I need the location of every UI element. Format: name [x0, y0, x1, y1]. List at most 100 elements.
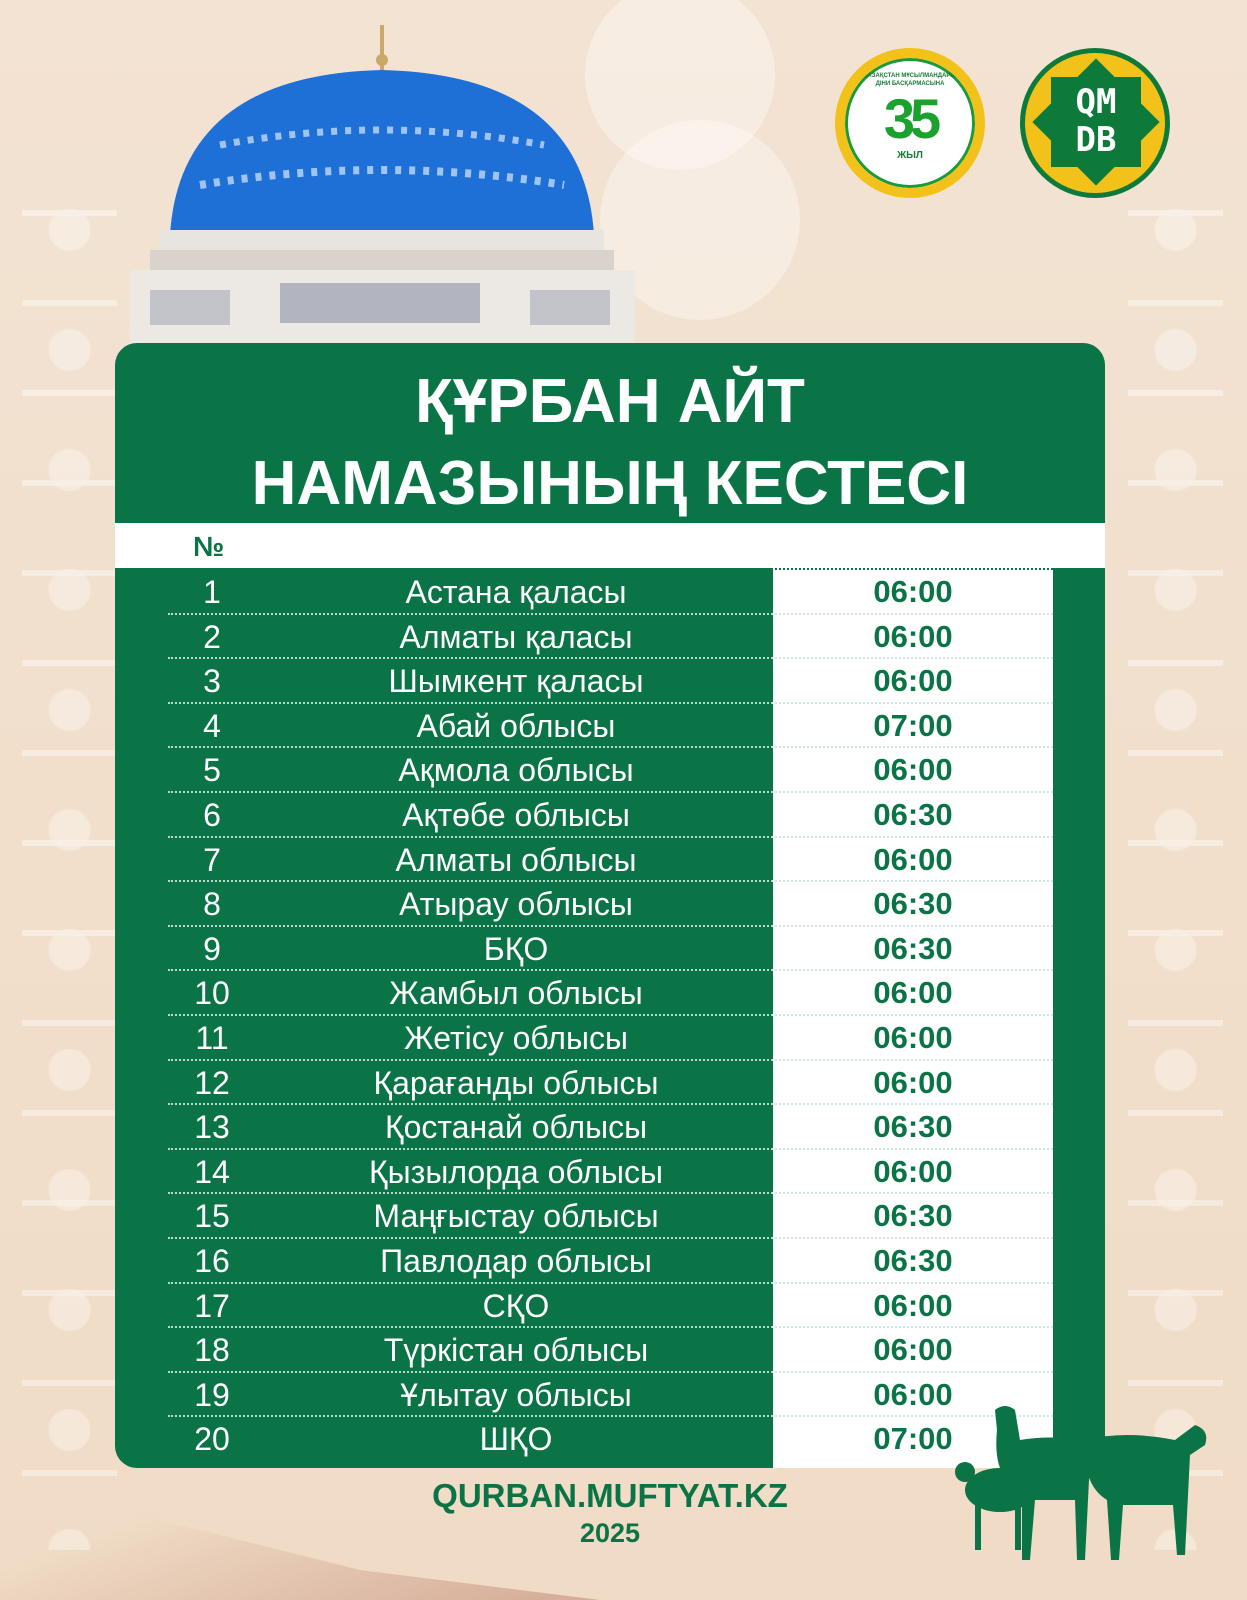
prayer-time: 06:00 [873, 1019, 953, 1055]
prayer-time: 06:00 [873, 1153, 953, 1189]
table-row: 15 Маңғыстау облысы 06:30 [168, 1192, 1053, 1237]
table-row: 14 Қызылорда облысы 06:00 [168, 1147, 1053, 1193]
background-glow [585, 0, 775, 170]
logo-number: 35 [883, 87, 941, 150]
header-number: № [193, 531, 225, 562]
region-name: СҚО [482, 1287, 550, 1324]
qmdb-logo-text: QM DB [1075, 82, 1117, 160]
region-name: Алматы облысы [395, 841, 637, 878]
row-number: 7 [203, 841, 221, 878]
prayer-time: 06:30 [873, 796, 953, 832]
table-row: 1 Астана қаласы 06:00 [168, 568, 1053, 613]
table-row: 13 Қостанай облысы 06:30 [168, 1103, 1053, 1148]
table-row: 5 Ақмола облысы 06:00 [168, 746, 1053, 791]
region-name: Жетісу облысы [404, 1019, 628, 1056]
row-number: 2 [203, 618, 221, 655]
table-row: 16 Павлодар облысы 06:30 [168, 1236, 1053, 1282]
table-row: 18 Түркістан облысы 06:00 [168, 1326, 1053, 1371]
row-number: 5 [203, 752, 221, 789]
row-number: 16 [194, 1242, 230, 1279]
region-name: Ақмола облысы [398, 752, 634, 789]
region-name: Қызылорда облысы [369, 1153, 663, 1190]
prayer-time: 06:30 [873, 1109, 953, 1145]
sacrificial-animals-icon [955, 1406, 1207, 1560]
row-number: 20 [194, 1421, 230, 1458]
table-row: 4 Абай облысы 07:00 [168, 701, 1053, 747]
table-row: 19 Ұлытау облысы 06:00 [168, 1370, 1053, 1416]
website-link[interactable]: QURBAN.MUFTYAT.KZ [432, 1477, 788, 1514]
table-row: 12 Қарағанды облысы 06:00 [168, 1058, 1053, 1104]
title-line-1: ҚҰРБАН АЙТ [415, 367, 805, 436]
region-name: ШҚО [479, 1421, 553, 1458]
table-row: 7 Алматы облысы 06:00 [168, 835, 1053, 881]
table-header: № [115, 523, 1105, 568]
row-number: 15 [194, 1198, 230, 1235]
prayer-time: 06:00 [873, 752, 953, 788]
table-row: 3 Шымкент қаласы 06:00 [168, 657, 1053, 702]
row-number: 12 [194, 1064, 230, 1101]
row-number: 8 [203, 886, 221, 923]
region-name: Шымкент қаласы [388, 663, 644, 700]
row-number: 3 [203, 663, 221, 700]
region-name: Атырау облысы [399, 886, 633, 923]
prayer-time: 06:00 [873, 1287, 953, 1323]
prayer-time: 06:30 [873, 886, 953, 922]
row-number: 4 [203, 707, 221, 744]
anniversary-35-logo: ҚАЗАҚСТАН МҰСЫЛМАНДАРЫ ДІНИ БАСҚАРМАСЫНА… [835, 48, 985, 198]
region-name: БҚО [483, 930, 549, 967]
logo-unit: ЖЫЛ [897, 150, 923, 161]
table-row: 9 БҚО 06:30 [168, 924, 1053, 970]
qmdb-logo: QM DB [1020, 48, 1170, 198]
prayer-time: 06:00 [873, 663, 953, 699]
prayer-time: 06:00 [873, 1064, 953, 1100]
schedule-panel: ҚҰРБАН АЙТ НАМАЗЫНЫҢ КЕСТЕСІ № 1 Астана қ… [115, 343, 1105, 1468]
prayer-time: 07:00 [873, 707, 953, 743]
prayer-time: 06:00 [873, 618, 953, 654]
region-name: Жамбыл облысы [389, 975, 643, 1012]
row-number: 14 [194, 1153, 230, 1190]
region-name: Қарағанды облысы [373, 1064, 659, 1101]
region-name: Алматы қаласы [399, 618, 633, 655]
logo-caption: ҚАЗАҚСТАН МҰСЫЛМАНДАРЫ ДІНИ БАСҚАРМАСЫНА [863, 73, 957, 87]
region-name: Қостанай облысы [384, 1109, 648, 1146]
table-row: 2 Алматы қаласы 06:00 [168, 612, 1053, 658]
row-number: 1 [203, 574, 221, 610]
row-number: 11 [195, 1019, 229, 1056]
year: 2025 [579, 1518, 641, 1548]
row-number: 13 [194, 1109, 230, 1146]
prayer-time: 06:30 [873, 1242, 953, 1278]
region-name: Ақтөбе облысы [402, 796, 630, 833]
region-name: Астана қаласы [405, 574, 627, 610]
prayer-time: 06:00 [873, 574, 953, 609]
row-number: 19 [194, 1376, 230, 1413]
prayer-time: 06:00 [873, 975, 953, 1011]
left-ornament [22, 170, 117, 1550]
row-number: 6 [203, 796, 221, 833]
region-name: Павлодар облысы [380, 1242, 652, 1279]
prayer-time: 06:30 [873, 1198, 953, 1234]
table-row: 20 ШҚО 07:00 [168, 1415, 1053, 1460]
row-number: 17 [194, 1287, 230, 1324]
prayer-time: 06:00 [873, 1376, 953, 1412]
region-name: Абай облысы [416, 707, 616, 744]
region-name: Маңғыстау облысы [373, 1198, 659, 1235]
prayer-time: 06:00 [873, 1332, 953, 1368]
page-title: ҚҰРБАН АЙТ НАМАЗЫНЫҢ КЕСТЕСІ [115, 361, 1105, 525]
table-row: 8 Атырау облысы 06:30 [168, 880, 1053, 925]
title-line-2: НАМАЗЫНЫҢ КЕСТЕСІ [251, 449, 969, 518]
row-number: 9 [203, 930, 221, 967]
schedule-table: 1 Астана қаласы 06:00 2 Алматы қаласы 06:00 3 Ш… [115, 568, 1105, 1460]
row-number: 10 [194, 975, 230, 1012]
mosque-dome-image [130, 25, 635, 350]
table-row: 10 Жамбыл облысы 06:00 [168, 969, 1053, 1014]
prayer-time: 07:00 [873, 1421, 953, 1457]
right-ornament [1128, 170, 1223, 1550]
table-row: 11 Жетісу облысы 06:00 [168, 1013, 1053, 1059]
time-column [773, 568, 1053, 1468]
table-row: 6 Ақтөбе облысы 06:30 [168, 790, 1053, 836]
prayer-time: 06:30 [873, 930, 953, 966]
region-name: Түркістан облысы [383, 1332, 649, 1369]
prayer-time: 06:00 [873, 841, 953, 877]
table-row: 17 СҚО 06:00 [168, 1281, 1053, 1327]
region-name: Ұлытау облысы [400, 1376, 632, 1413]
